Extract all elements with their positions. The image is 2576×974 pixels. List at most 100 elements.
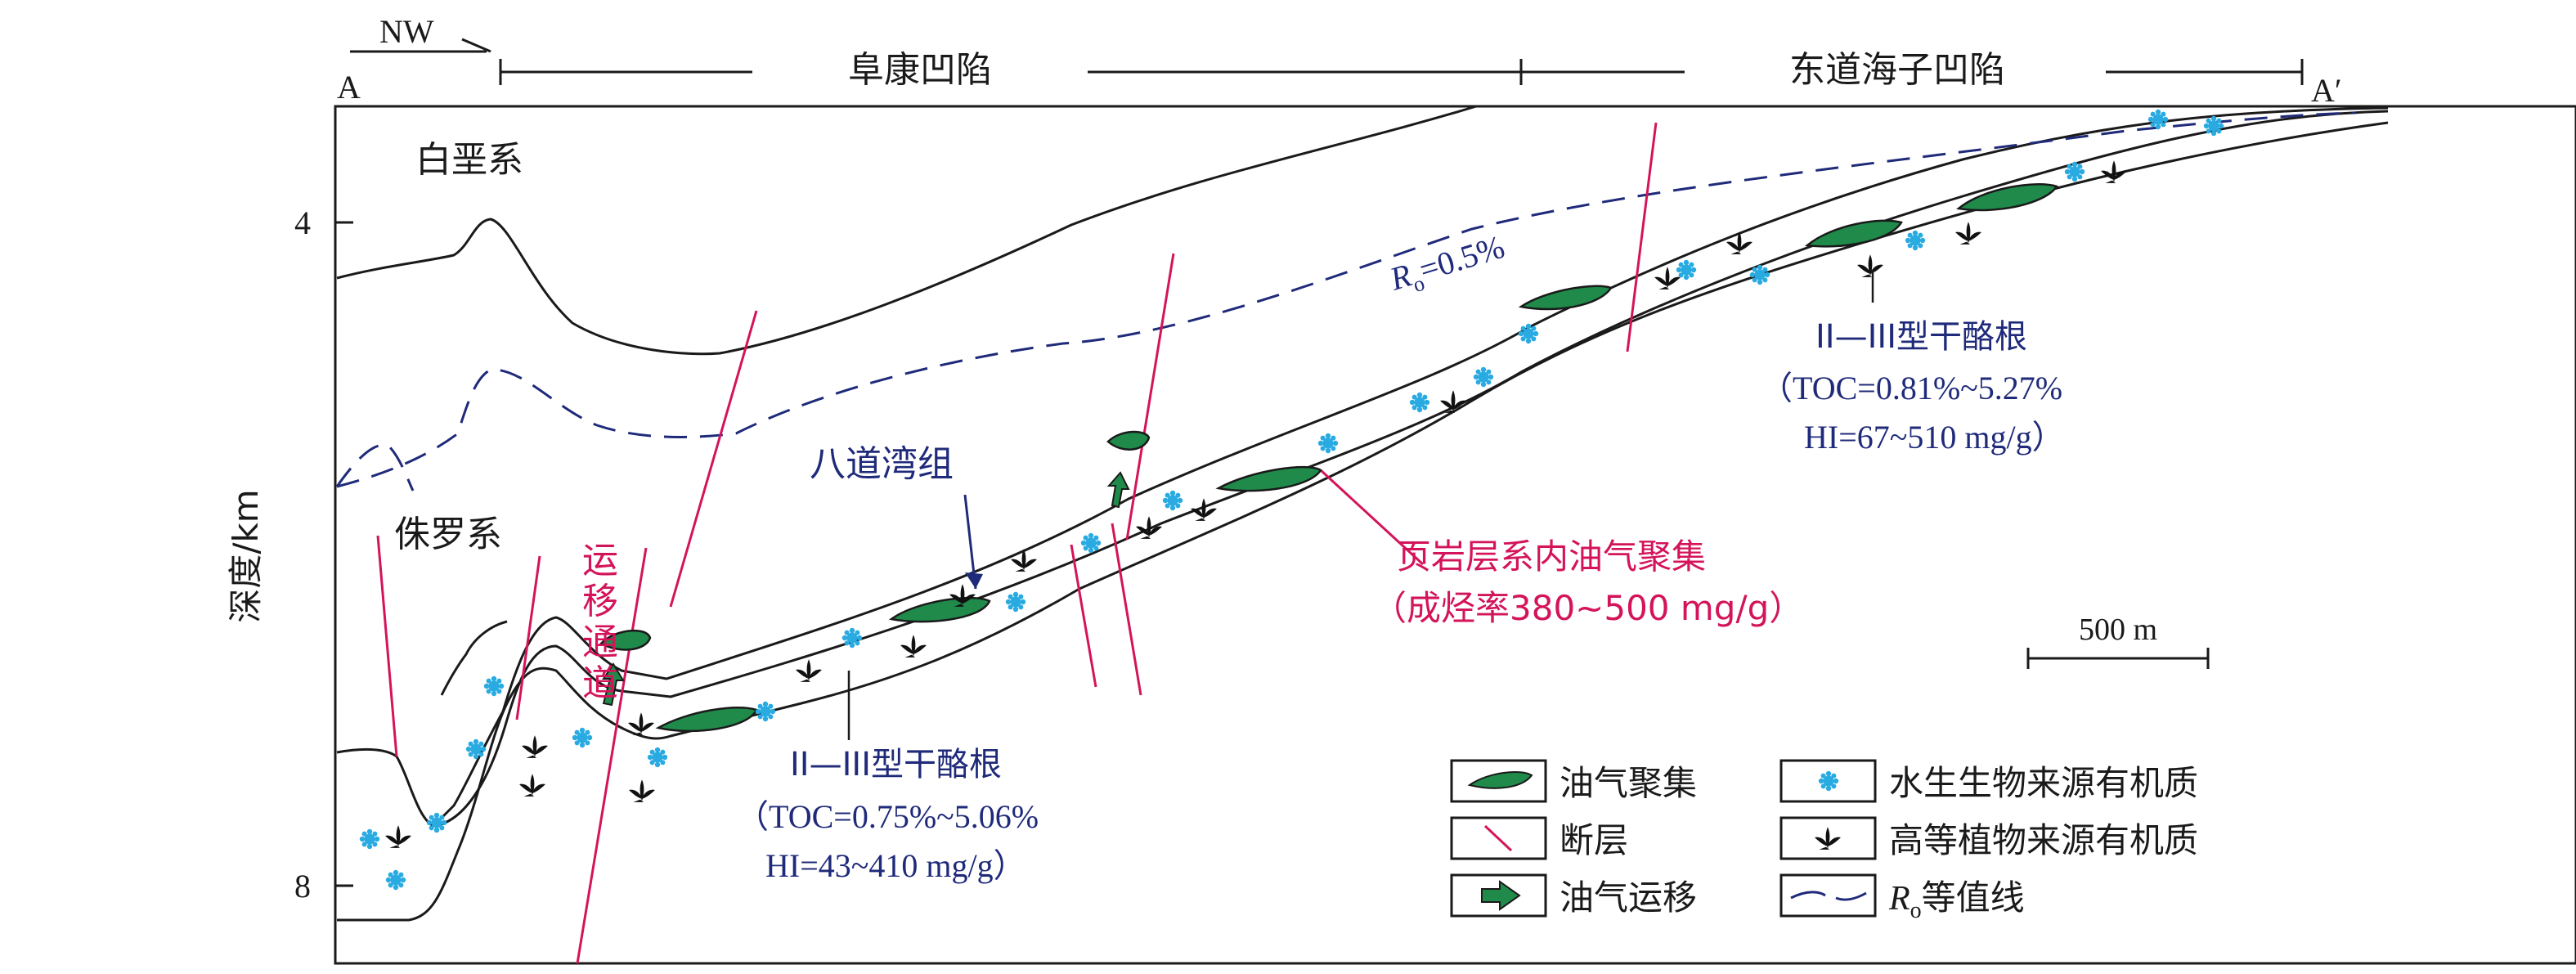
y-axis: 4 8 深度/km [226,204,353,904]
oil-lens-2 [655,707,758,733]
aquatic-symbol [1409,392,1430,413]
migration-char-2: 移 [582,581,618,622]
oil-accumulations [599,183,2058,733]
oil-lens-6 [1518,285,1613,311]
direction-label: NW [379,13,434,50]
fault-1 [376,535,398,757]
region-dongdaohaizi: 东道海子凹陷 [1789,49,2005,91]
accumulation-pointer [1319,469,1425,566]
plant-symbol [519,774,545,797]
legend-fault-label: 断层 [1560,820,1628,860]
aquatic-symbol [647,747,668,768]
aquatic-symbol [1005,591,1026,613]
migration-arrow-1 [602,662,625,707]
plant-symbol [629,779,655,802]
section-end-left: A [337,69,361,105]
aquatic-symbol [1317,433,1339,454]
ro-contour-label: Ro=0.5% [1385,228,1510,303]
accumulation-rate: （成烃率380~500 mg/g） [1372,588,1803,628]
kerogen-right-hi: HI=67~510 mg/g） [1804,419,2065,456]
ro-label-value: 0.5% [1433,228,1509,283]
shale-upper-line [432,106,2389,828]
fault-8 [1626,122,1658,352]
plant-symbol [1011,549,1037,572]
fault-3 [576,547,648,964]
aquatic-symbol [2147,109,2169,130]
oil-lens-3 [888,596,991,623]
oil-lens-5 [1215,465,1322,492]
legend-plant-label: 高等植物来源有机质 [1889,820,2198,860]
ro-contour-lines [335,111,2356,491]
oil-lens-8 [1956,183,2058,212]
label-migration-channel: 运 移 通 道 [582,540,618,704]
accumulation-title: 页岩层系内油气聚集 [1397,536,1706,577]
legend-box-fault [1450,816,1547,860]
oil-lens-1 [599,629,652,651]
plant-symbol [2101,160,2127,183]
legend-fault-swatch [1483,824,1513,852]
migration-char-1: 运 [582,540,618,581]
legend-ro-label: Ro等值线 [1888,877,2025,923]
plant-symbols [385,160,2127,848]
aquatic-symbol [1162,490,1183,511]
label-jurassic: 侏罗系 [394,514,502,555]
header: NW A A′ 阜康凹陷 东道海子凹陷 [337,13,2342,109]
aquatic-symbol [1905,230,1926,251]
svg-text:Ro=0.5%: Ro=0.5% [1385,228,1510,303]
kerogen-left-toc: （TOC=0.75%~5.06% [736,798,1039,835]
faults [376,122,1658,964]
plant-symbol [796,659,822,682]
kerogen-left-title: II—III型干酪根 [790,746,1002,783]
accumulation-note: 页岩层系内油气聚集 （成烃率380~500 mg/g） [1372,536,1803,628]
plant-symbol [385,825,411,848]
aquatic-symbol [465,738,487,760]
region-fukang: 阜康凹陷 [848,49,992,91]
shale-lower-line [336,110,2389,828]
plant-symbol [1955,222,1981,245]
legend-migration-swatch [1481,880,1521,911]
kerogen-right-title: II—III型干酪根 [1815,318,2027,356]
aquatic-symbol [572,727,593,748]
legend-box-aquatic [1779,759,1877,803]
kerogen-note-right: II—III型干酪根 （TOC=0.81%~5.27% HI=67~510 mg… [1760,318,2065,456]
fault-2 [515,555,541,720]
section-end-right: A′ [2311,72,2342,109]
ro-contour-dashed [336,111,2356,488]
kerogen-left-hi: HI=43~410 mg/g） [765,847,1026,884]
strata-lines [336,105,2389,828]
fault-5 [1125,253,1175,541]
aquatic-symbol [1473,366,1494,388]
legend-ro-text: 等值线 [1922,877,2025,918]
plant-symbol [1440,390,1466,413]
plant-symbol [900,635,927,658]
aquatic-symbol [385,869,406,891]
plant-symbol [522,735,548,758]
direction-arrow-head [461,38,491,53]
migration-arrow-2 [1106,471,1130,509]
fault-4 [669,310,758,608]
migration-char-3: 通 [582,622,618,663]
plant-symbol [1136,516,1162,539]
legend-ro-R: R [1888,880,1910,918]
legend-box-plant [1779,816,1877,860]
legend: 油气聚集 水生生物来源有机质 断层 高等植物来源有机质 油气运移 Ro等值线 [1450,759,2198,923]
legend-oil-swatch [1467,771,1533,789]
aquatic-symbol [359,828,380,850]
oil-lens-4 [1106,430,1151,451]
y-axis-label: 深度/km [226,489,266,622]
legend-ro-swatch [1790,891,1867,901]
formation-pointer [963,494,977,590]
aquatic-symbol [483,676,505,697]
legend-ro-sub: o [1910,898,1922,923]
y-tick-label-8: 8 [294,868,311,904]
label-formation: 八道湾组 [810,443,954,485]
legend-migration-label: 油气运移 [1560,877,1697,918]
scale-bar-label: 500 m [2079,613,2157,647]
legend-oil-label: 油气聚集 [1560,763,1697,803]
aquatic-symbol [1676,259,1697,281]
migration-arrows [602,471,1130,707]
migration-char-4: 道 [582,662,618,704]
label-cretaceous: 白垩系 [415,139,523,181]
y-tick-label-4: 4 [294,204,311,241]
